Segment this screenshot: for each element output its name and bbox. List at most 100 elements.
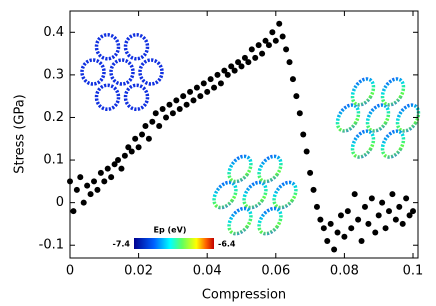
point (159, 105, 166, 112)
x-tick-label: 0 (66, 264, 74, 279)
x-tick-label: 0.08 (330, 264, 359, 279)
ring (94, 33, 121, 61)
ring (94, 83, 121, 111)
x-tick-label: 0.04 (193, 264, 222, 279)
point (200, 80, 207, 87)
point (382, 225, 389, 232)
point (204, 88, 211, 95)
point (87, 191, 94, 198)
point (317, 216, 324, 223)
point (183, 101, 190, 108)
y-tick-label: 0.3 (43, 67, 64, 82)
colorbar-max: -6.4 (218, 240, 236, 249)
point (341, 233, 348, 240)
point (365, 220, 372, 227)
point (235, 59, 242, 66)
point (77, 174, 84, 181)
ring (350, 129, 376, 159)
point (149, 118, 156, 125)
ring (138, 58, 164, 86)
point (303, 148, 310, 155)
ring (123, 83, 150, 111)
point (238, 63, 245, 70)
point (84, 182, 91, 189)
y-tick-label: 0.1 (43, 153, 64, 168)
point (361, 203, 368, 210)
point (156, 122, 163, 129)
point (142, 122, 149, 129)
point (375, 212, 382, 219)
point (296, 110, 303, 117)
point (166, 101, 173, 108)
point (252, 54, 259, 61)
point (324, 237, 331, 244)
point (111, 161, 118, 168)
point (289, 76, 296, 83)
point (125, 144, 132, 151)
point (152, 110, 159, 117)
point (108, 174, 115, 181)
point (80, 199, 87, 206)
ring (109, 58, 135, 86)
x-tick-label: 0.1 (403, 264, 424, 279)
point (145, 135, 152, 142)
colorbar-min: -7.4 (113, 240, 131, 249)
insets (80, 33, 421, 236)
point (187, 88, 194, 95)
point (355, 216, 362, 223)
point (399, 220, 406, 227)
point (241, 54, 248, 61)
point (269, 29, 276, 36)
point (231, 67, 238, 74)
point (211, 84, 218, 91)
point (221, 67, 228, 74)
ring (80, 58, 106, 86)
point (307, 169, 314, 176)
ring (350, 77, 376, 107)
point (331, 246, 338, 253)
point (265, 42, 272, 49)
point (272, 37, 279, 44)
ring (227, 154, 253, 184)
ring (227, 206, 253, 236)
point (372, 229, 379, 236)
y-axis-label: Stress (GPa) (13, 94, 28, 174)
point (344, 208, 351, 215)
plot-frame (69, 10, 419, 259)
point (389, 191, 396, 198)
point (255, 42, 262, 49)
point (310, 186, 317, 193)
point (224, 71, 231, 78)
point (228, 63, 235, 70)
point (348, 225, 355, 232)
point (135, 144, 142, 151)
point (128, 148, 135, 155)
point (101, 178, 108, 185)
point (385, 208, 392, 215)
point (214, 71, 221, 78)
point (368, 195, 375, 202)
point (197, 93, 204, 100)
point (70, 208, 77, 215)
point (396, 203, 403, 210)
point (163, 114, 170, 121)
point (313, 203, 320, 210)
point (351, 191, 358, 198)
ring (380, 77, 406, 107)
ring (212, 180, 238, 210)
point (334, 229, 341, 236)
point (118, 165, 125, 172)
point (173, 97, 180, 104)
point (410, 208, 416, 215)
ring (272, 180, 298, 210)
x-tick-label: 0.06 (261, 264, 290, 279)
point (193, 84, 200, 91)
point (283, 46, 290, 53)
point (392, 216, 399, 223)
point (190, 97, 197, 104)
point (180, 93, 187, 100)
ring (395, 103, 421, 133)
point (94, 186, 101, 193)
point (115, 157, 122, 164)
ring (365, 103, 391, 133)
